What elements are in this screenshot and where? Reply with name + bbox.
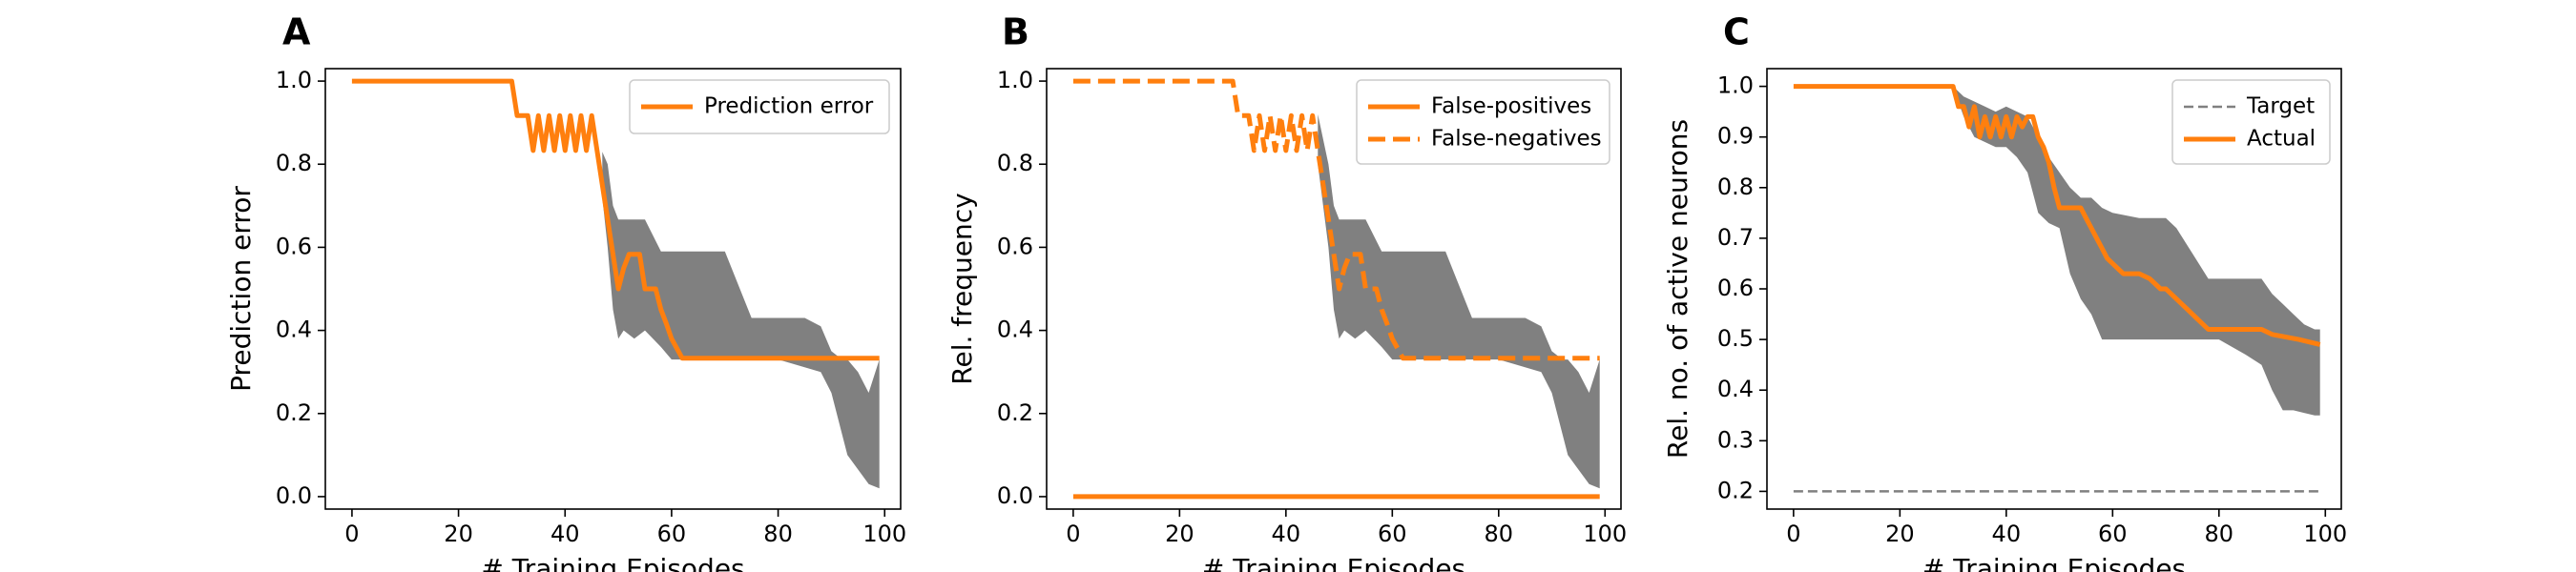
legend-entry: False-negatives (1431, 127, 1602, 152)
x-tick-label: 80 (2205, 521, 2234, 547)
plot-area (351, 78, 880, 489)
x-tick-label: 100 (1583, 521, 1627, 547)
y-tick-label: 0.5 (1717, 325, 1754, 352)
panel-letter: A (282, 11, 311, 53)
y-axis-label: Rel. frequency (946, 193, 978, 384)
x-tick-label: 0 (1786, 521, 1800, 547)
legend-box (1356, 79, 1610, 165)
x-axis-label: # Training Episodes (1922, 553, 2186, 572)
x-tick-label: 0 (344, 521, 359, 547)
y-tick-label: 0.2 (276, 399, 312, 426)
x-tick-label: 60 (2098, 521, 2128, 547)
y-tick-label: 0.4 (276, 317, 312, 343)
series-line-0 (351, 78, 880, 361)
y-tick-label: 1.0 (276, 67, 312, 93)
y-tick-label: 0.3 (1717, 426, 1754, 453)
y-tick-label: 0.8 (1717, 174, 1754, 200)
x-tick-label: 80 (763, 521, 793, 547)
series-line-1 (1793, 84, 2321, 347)
axes-frame (324, 68, 902, 510)
y-tick-label: 0.0 (997, 482, 1033, 509)
y-tick-label: 0.6 (997, 233, 1033, 259)
x-tick-label: 100 (2303, 521, 2347, 547)
series-line-1 (1072, 78, 1600, 361)
y-tick-label: 0.4 (997, 317, 1033, 343)
x-tick-label: 40 (551, 521, 580, 547)
y-tick-label: 0.9 (1717, 123, 1754, 150)
y-tick-label: 0.2 (1717, 477, 1754, 503)
x-tick-label: 40 (1272, 521, 1301, 547)
legend-entry: Prediction error (704, 94, 874, 119)
y-tick-label: 0.8 (997, 150, 1033, 176)
x-tick-label: 20 (1165, 521, 1195, 547)
chart-panel-C: C 0 20 40 60 80 100 0.2 0.3 0.4 0.5 0.6 0.7 0.8 0.9 1.0… (1662, 11, 2347, 572)
x-tick-label: 0 (1066, 521, 1080, 547)
y-tick-label: 0.6 (276, 233, 312, 259)
x-tick-label: 60 (657, 521, 687, 547)
legend-entry: Actual (2247, 127, 2316, 152)
y-tick-label: 0.8 (276, 150, 312, 176)
axes-frame (1046, 68, 1622, 510)
y-tick-label: 1.0 (997, 67, 1033, 93)
x-tick-label: 80 (1485, 521, 1514, 547)
chart-panel-B: B 0 20 40 60 80 100 0.0 0.2 0.4 0.6 0.8 1.0 # Trainin… (946, 11, 1627, 572)
variability-band (602, 152, 880, 489)
legend-entry: Target (2246, 94, 2315, 119)
y-tick-label: 0.6 (1717, 275, 1754, 301)
legend-box (629, 79, 890, 134)
x-tick-label: 100 (862, 521, 906, 547)
variability-band (1318, 113, 1600, 489)
plot-area (1793, 84, 2321, 493)
x-axis-label: # Training Episodes (481, 553, 744, 572)
y-axis-label: Prediction error (225, 186, 257, 392)
x-tick-label: 20 (1885, 521, 1915, 547)
legend: False-positives False-negatives (1356, 79, 1610, 165)
legend-entry: False-positives (1431, 94, 1591, 119)
legend: Prediction error (629, 79, 890, 134)
x-axis-label: # Training Episodes (1202, 553, 1465, 572)
y-tick-label: 0.0 (276, 482, 312, 509)
y-tick-label: 1.0 (1717, 72, 1754, 99)
variability-band (1953, 86, 2320, 416)
y-tick-label: 0.7 (1717, 224, 1754, 251)
panel-letter: C (1723, 11, 1750, 53)
chart-panel-A: A 0 20 40 60 80 100 0.0 0.2 0.4 0.6 0.8 1.0 # Trainin… (225, 11, 906, 572)
plot-area (1072, 78, 1600, 500)
y-tick-label: 0.2 (997, 399, 1033, 426)
y-axis-label: Rel. no. of active neurons (1662, 119, 1693, 459)
x-tick-label: 20 (444, 521, 473, 547)
legend-box (2171, 79, 2331, 165)
legend: Target Actual (2171, 79, 2331, 165)
x-tick-label: 60 (1378, 521, 1407, 547)
x-tick-label: 40 (1992, 521, 2022, 547)
y-tick-label: 0.4 (1717, 376, 1754, 402)
panel-letter: B (1002, 11, 1029, 53)
